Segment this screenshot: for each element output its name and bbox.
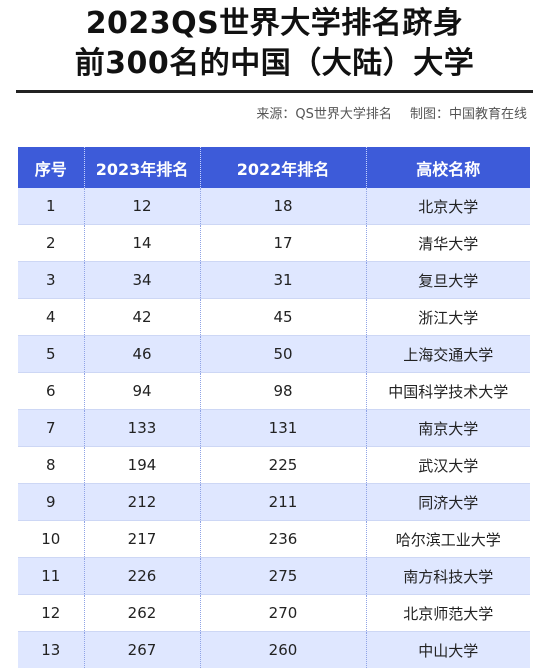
source-text: 来源：QS世界大学排名 bbox=[256, 107, 392, 122]
cell-university: 武汉大学 bbox=[366, 447, 530, 484]
cell-seq: 5 bbox=[18, 336, 84, 373]
cell-rank-2023: 267 bbox=[84, 632, 200, 668]
cell-rank-2022: 98 bbox=[200, 373, 366, 410]
cell-seq: 13 bbox=[18, 632, 84, 668]
title: 2023QS世界大学排名跻身 前300名的中国（大陆）大学 bbox=[0, 0, 549, 84]
cell-rank-2023: 34 bbox=[84, 262, 200, 299]
cell-university: 复旦大学 bbox=[366, 262, 530, 299]
cell-seq: 10 bbox=[18, 521, 84, 558]
cell-rank-2022: 131 bbox=[200, 410, 366, 447]
cell-university: 北京师范大学 bbox=[366, 595, 530, 632]
cell-university: 上海交通大学 bbox=[366, 336, 530, 373]
cell-rank-2023: 194 bbox=[84, 447, 200, 484]
cell-university: 南方科技大学 bbox=[366, 558, 530, 595]
cell-rank-2023: 133 bbox=[84, 410, 200, 447]
cell-rank-2023: 12 bbox=[84, 188, 200, 225]
cell-rank-2023: 46 bbox=[84, 336, 200, 373]
cell-university: 哈尔滨工业大学 bbox=[366, 521, 530, 558]
cell-rank-2023: 212 bbox=[84, 484, 200, 521]
cell-seq: 11 bbox=[18, 558, 84, 595]
cell-university: 北京大学 bbox=[366, 188, 530, 225]
cell-seq: 7 bbox=[18, 410, 84, 447]
title-line-1: 2023QS世界大学排名跻身 bbox=[0, 0, 549, 44]
cell-university: 清华大学 bbox=[366, 225, 530, 262]
cell-seq: 8 bbox=[18, 447, 84, 484]
cell-university: 浙江大学 bbox=[366, 299, 530, 336]
source-line: 来源：QS世界大学排名 制图：中国教育在线 bbox=[0, 93, 549, 119]
header-university: 高校名称 bbox=[366, 147, 530, 188]
cell-rank-2022: 45 bbox=[200, 299, 366, 336]
header-rank-2022: 2022年排名 bbox=[200, 147, 366, 188]
cell-rank-2023: 94 bbox=[84, 373, 200, 410]
cell-rank-2022: 270 bbox=[200, 595, 366, 632]
cell-rank-2022: 18 bbox=[200, 188, 366, 225]
cell-rank-2022: 31 bbox=[200, 262, 366, 299]
cell-rank-2022: 50 bbox=[200, 336, 366, 373]
cell-university: 中国科学技术大学 bbox=[366, 373, 530, 410]
cell-rank-2022: 260 bbox=[200, 632, 366, 668]
title-line-2: 前300名的中国（大陆）大学 bbox=[0, 44, 549, 84]
cell-university: 中山大学 bbox=[366, 632, 530, 668]
header-rank-2023: 2023年排名 bbox=[84, 147, 200, 188]
cell-rank-2023: 42 bbox=[84, 299, 200, 336]
cell-seq: 3 bbox=[18, 262, 84, 299]
cell-rank-2022: 275 bbox=[200, 558, 366, 595]
cell-rank-2022: 225 bbox=[200, 447, 366, 484]
cell-seq: 4 bbox=[18, 299, 84, 336]
cell-seq: 1 bbox=[18, 188, 84, 225]
cell-rank-2023: 226 bbox=[84, 558, 200, 595]
cell-university: 南京大学 bbox=[366, 410, 530, 447]
cell-rank-2022: 236 bbox=[200, 521, 366, 558]
cell-rank-2023: 14 bbox=[84, 225, 200, 262]
cell-rank-2023: 217 bbox=[84, 521, 200, 558]
cell-seq: 9 bbox=[18, 484, 84, 521]
cell-university: 同济大学 bbox=[366, 484, 530, 521]
cell-seq: 2 bbox=[18, 225, 84, 262]
table-header-row: 序号 2023年排名 2022年排名 高校名称 bbox=[18, 147, 530, 188]
credit-text: 制图：中国教育在线 bbox=[410, 107, 527, 122]
cell-rank-2023: 262 bbox=[84, 595, 200, 632]
header-seq: 序号 bbox=[18, 147, 84, 188]
cell-rank-2022: 17 bbox=[200, 225, 366, 262]
cell-seq: 12 bbox=[18, 595, 84, 632]
cell-rank-2022: 211 bbox=[200, 484, 366, 521]
cell-seq: 6 bbox=[18, 373, 84, 410]
